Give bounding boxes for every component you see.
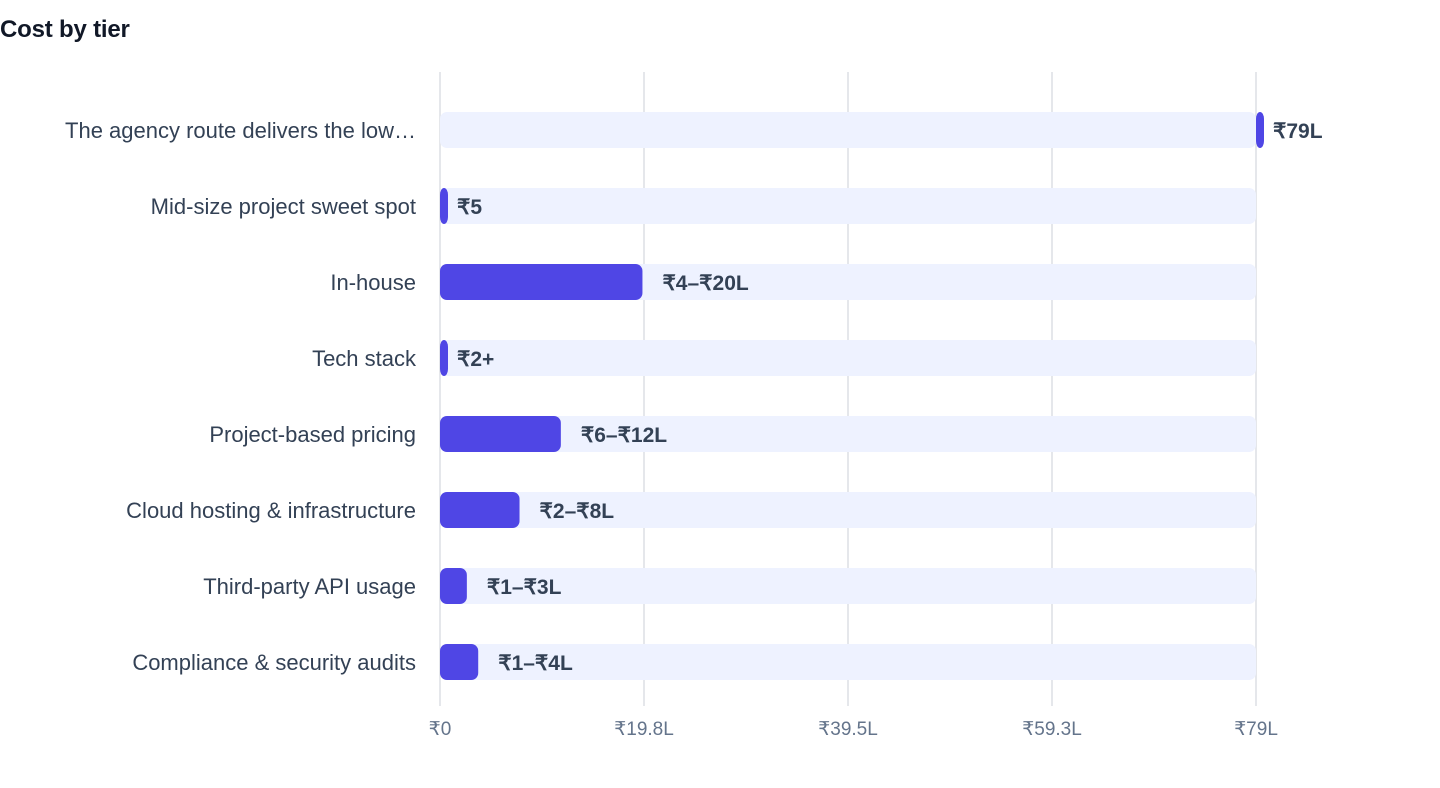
value-label: ₹5: [457, 196, 482, 219]
bar: [440, 188, 448, 224]
value-label: ₹79L: [1273, 120, 1323, 143]
bar: [1256, 112, 1264, 148]
bar-track: [440, 644, 1256, 680]
value-label: ₹6–₹12L: [581, 424, 667, 447]
value-labels: ₹79L ₹5 ₹4–₹20L ₹2+ ₹6–₹12L ₹2–₹8L ₹1–₹3L ₹1–₹4…: [457, 120, 1323, 675]
bar-track: [440, 112, 1256, 148]
category-label: Compliance & security audits: [132, 650, 416, 675]
tick-label: ₹59.3L: [1022, 719, 1082, 740]
bar-track: [440, 568, 1256, 604]
category-label: Cloud hosting & infrastructure: [126, 498, 416, 523]
bar-track: [440, 264, 1256, 300]
bar: [440, 264, 643, 300]
bar: [440, 416, 561, 452]
tick-label: ₹19.8L: [614, 719, 674, 740]
bar-tracks: [440, 112, 1256, 680]
chart-title: Cost by tier: [0, 16, 130, 43]
grid-lines: [439, 72, 1257, 700]
category-label: Project-based pricing: [209, 422, 416, 447]
value-label: ₹4–₹20L: [662, 272, 748, 295]
x-axis-ticks: ₹0 ₹19.8L ₹39.5L ₹59.3L ₹79L: [429, 700, 1278, 740]
category-label: Tech stack: [312, 346, 417, 371]
bar: [440, 492, 520, 528]
bar-track: [440, 416, 1256, 452]
category-label: Third-party API usage: [203, 574, 416, 599]
category-label: Mid-size project sweet spot: [151, 194, 416, 219]
bar: [440, 644, 479, 680]
value-label: ₹2+: [457, 348, 494, 371]
category-labels: The agency route delivers the low… Mid-si…: [65, 118, 417, 675]
tick-label: ₹79L: [1234, 719, 1278, 740]
tick-label: ₹39.5L: [818, 719, 878, 740]
bar: [440, 340, 448, 376]
value-label: ₹1–₹3L: [487, 576, 562, 599]
tick-label: ₹0: [429, 719, 452, 740]
bars: [440, 112, 1264, 680]
bar: [440, 568, 467, 604]
value-label: ₹1–₹4L: [498, 652, 573, 675]
value-label: ₹2–₹8L: [540, 500, 615, 523]
category-label: The agency route delivers the low…: [65, 118, 416, 143]
bar-track: [440, 340, 1256, 376]
bar-track: [440, 188, 1256, 224]
bar-track: [440, 492, 1256, 528]
category-label: In-house: [330, 270, 416, 295]
